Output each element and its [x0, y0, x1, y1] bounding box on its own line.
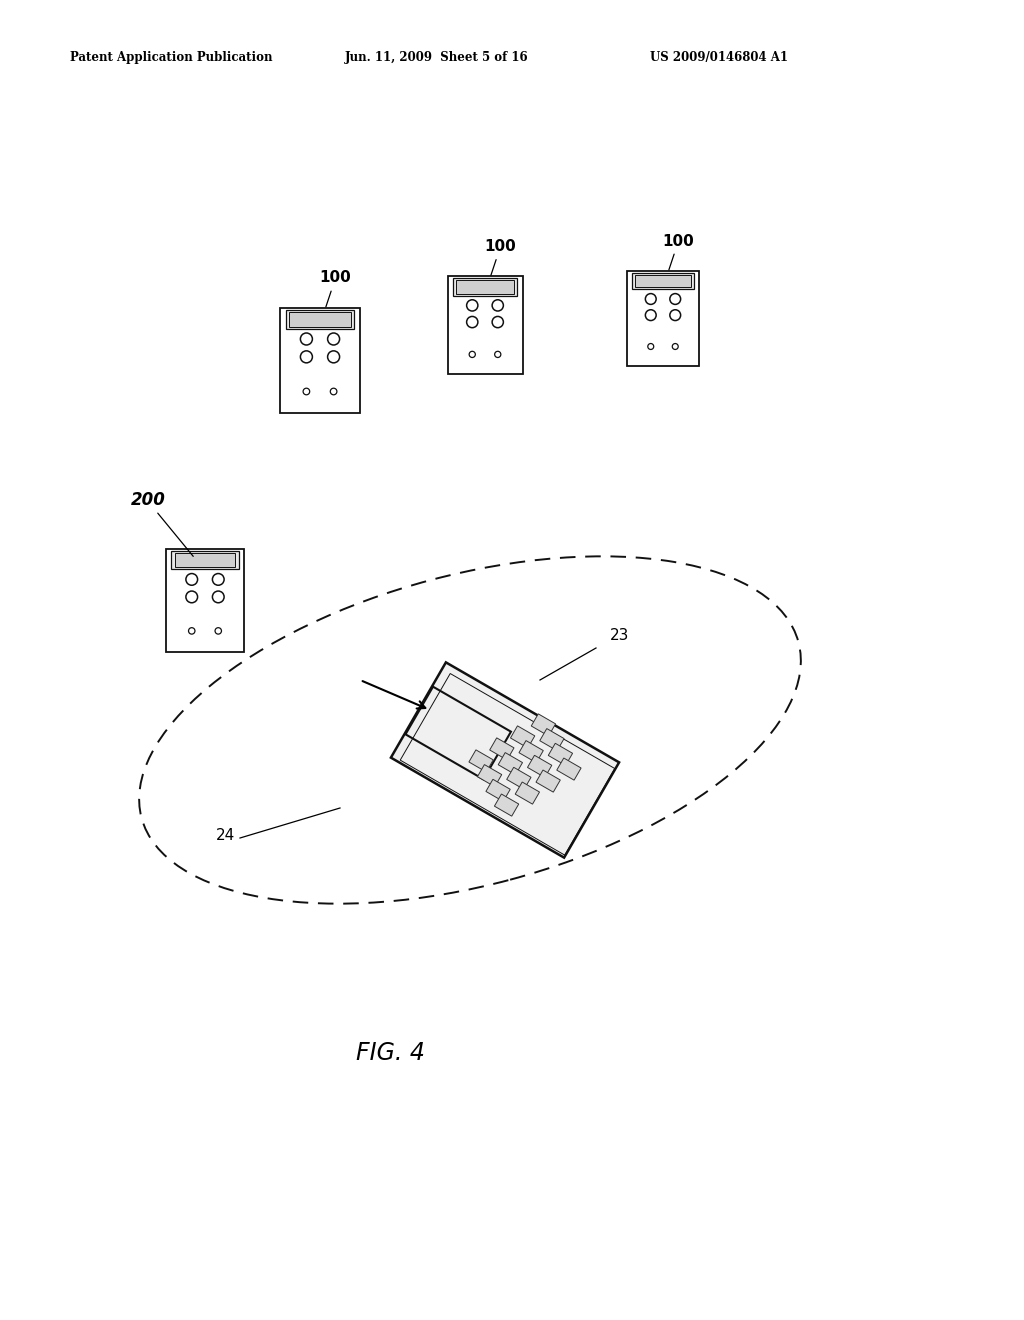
Text: US 2009/0146804 A1: US 2009/0146804 A1: [650, 51, 788, 65]
Bar: [635, 275, 691, 288]
Text: 100: 100: [319, 271, 351, 285]
Bar: [280, 308, 360, 412]
Polygon shape: [469, 750, 494, 772]
Polygon shape: [477, 764, 502, 787]
Polygon shape: [531, 714, 556, 737]
Polygon shape: [519, 741, 544, 763]
Bar: [171, 550, 239, 569]
Polygon shape: [489, 738, 514, 760]
Bar: [286, 309, 354, 329]
Text: FIG. 4: FIG. 4: [355, 1041, 424, 1065]
Text: 100: 100: [663, 234, 694, 248]
Polygon shape: [527, 755, 552, 777]
Bar: [453, 279, 517, 296]
Polygon shape: [548, 743, 572, 766]
Bar: [627, 271, 699, 366]
Text: 200: 200: [131, 491, 166, 510]
Polygon shape: [391, 663, 620, 858]
Polygon shape: [540, 729, 564, 751]
Bar: [166, 549, 244, 652]
Polygon shape: [536, 770, 560, 792]
Polygon shape: [507, 767, 531, 789]
Bar: [174, 553, 236, 568]
Polygon shape: [499, 752, 522, 775]
Bar: [456, 280, 514, 293]
Text: 100: 100: [484, 239, 516, 253]
Bar: [632, 272, 694, 289]
Polygon shape: [511, 726, 535, 748]
Bar: [447, 276, 522, 374]
Text: 23: 23: [610, 628, 630, 643]
Text: Patent Application Publication: Patent Application Publication: [70, 51, 272, 65]
Polygon shape: [557, 758, 581, 780]
Polygon shape: [486, 779, 510, 801]
Polygon shape: [406, 686, 511, 779]
Polygon shape: [495, 795, 519, 816]
Text: Jun. 11, 2009  Sheet 5 of 16: Jun. 11, 2009 Sheet 5 of 16: [345, 51, 528, 65]
Polygon shape: [515, 781, 540, 804]
Text: 24: 24: [216, 828, 234, 843]
Bar: [289, 312, 351, 326]
